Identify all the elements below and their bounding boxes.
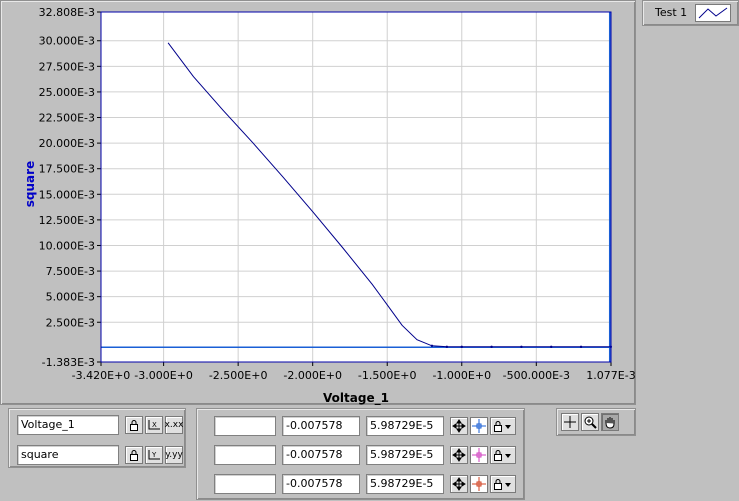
- x-tick-label: -1.000E+0: [432, 369, 491, 382]
- lock-icon[interactable]: [125, 446, 143, 464]
- move-cursor-icon[interactable]: [450, 446, 468, 464]
- y-tick-label: -1.383E-3: [42, 356, 95, 369]
- cursor-x-value[interactable]: -0.007578: [282, 445, 360, 465]
- y-scale-name[interactable]: square: [17, 445, 119, 465]
- x-format-button[interactable]: x.xx: [165, 416, 183, 434]
- x-tick-label: -3.420E+0: [72, 369, 131, 382]
- cursor-name-field[interactable]: [214, 445, 276, 465]
- y-format-button[interactable]: y.yy: [165, 446, 183, 464]
- y-tick-label: 32.808E-3: [39, 6, 95, 19]
- data-point: [490, 345, 493, 349]
- move-cursor-icon[interactable]: [450, 417, 468, 435]
- svg-text:X: X: [152, 421, 157, 429]
- cursor-x-value[interactable]: -0.007578: [282, 474, 360, 494]
- plot-area: [100, 11, 612, 363]
- crosshair-cursor-icon[interactable]: [561, 413, 579, 431]
- lock-icon: [494, 421, 511, 432]
- cursor-x-value[interactable]: -0.007578: [282, 416, 360, 436]
- hand-pan-icon[interactable]: [601, 413, 619, 431]
- x-tick-label: -1.500E+0: [358, 369, 417, 382]
- plot-legend[interactable]: Test 1: [642, 0, 739, 26]
- y-tick-label: 17.500E-3: [39, 163, 95, 176]
- y-tick-label: 25.000E-3: [39, 86, 95, 99]
- data-point: [445, 345, 449, 349]
- cursor-lock-menu[interactable]: [490, 446, 516, 464]
- x-axis-name: Voltage_1: [323, 391, 389, 405]
- cursor-y-value[interactable]: 5.98729E-5: [366, 416, 444, 436]
- cursor-y-value[interactable]: 5.98729E-5: [366, 445, 444, 465]
- y-tick-label: 22.500E-3: [39, 112, 95, 125]
- waveform-graph[interactable]: -1.383E-3 2.500E-3 5.000E-3 7.500E-3 10.000E…: [1, 1, 637, 406]
- autoscale-x-icon[interactable]: X: [145, 416, 163, 434]
- plot-border: [100, 11, 612, 363]
- line-plot-icon: [698, 7, 728, 19]
- y-tick-label: 2.500E-3: [46, 316, 95, 329]
- legend-label: Test 1: [655, 6, 688, 19]
- y-tick-label: 5.000E-3: [46, 291, 95, 304]
- lock-icon[interactable]: [125, 416, 143, 434]
- x-tick-label: -500.000E-3: [503, 369, 570, 382]
- cursor-name-field[interactable]: [214, 474, 276, 494]
- lock-icon: [494, 479, 511, 490]
- cursor-lock-menu[interactable]: [490, 475, 516, 493]
- y-tick-label: 12.500E-3: [39, 214, 95, 227]
- cursor-style-icon[interactable]: [470, 446, 488, 464]
- x-scale-name[interactable]: Voltage_1: [17, 415, 119, 435]
- move-cursor-icon[interactable]: [450, 475, 468, 493]
- y-tick-label: 7.500E-3: [46, 265, 95, 278]
- data-point: [460, 345, 463, 349]
- cursor-style-icon[interactable]: [470, 475, 488, 493]
- scale-legend: Voltage_1 X x.xx square Y y.yy: [8, 408, 186, 468]
- autoscale-y-icon[interactable]: Y: [145, 446, 163, 464]
- data-point: [550, 345, 553, 349]
- cursor-y-value[interactable]: 5.98729E-5: [366, 474, 444, 494]
- y-tick-label: 27.500E-3: [39, 60, 95, 73]
- cursor-lock-menu[interactable]: [490, 417, 516, 435]
- x-tick-label: 1.077E-3: [586, 369, 635, 382]
- y-tick-label: 30.000E-3: [39, 35, 95, 48]
- data-point: [520, 345, 523, 349]
- graph-palette: [556, 408, 636, 436]
- y-tick-label: 15.000E-3: [39, 188, 95, 201]
- x-tick-label: -2.000E+0: [283, 369, 342, 382]
- cursor-name-field[interactable]: [214, 416, 276, 436]
- x-tick-label: -2.500E+0: [209, 369, 268, 382]
- zoom-icon[interactable]: [581, 413, 599, 431]
- legend-plot-swatch[interactable]: [695, 4, 731, 22]
- lock-icon: [494, 450, 511, 461]
- y-tick-label: 10.000E-3: [39, 239, 95, 252]
- graph-panel: -1.383E-3 2.500E-3 5.000E-3 7.500E-3 10.000E…: [0, 0, 636, 405]
- data-point: [430, 344, 434, 347]
- data-point: [579, 345, 583, 349]
- svg-text:Y: Y: [151, 451, 157, 459]
- x-tick-label: -3.000E+0: [134, 369, 193, 382]
- cursor-legend: -0.007578 5.98729E-5 -0.007578 5.98729E-…: [196, 408, 525, 500]
- y-tick-label: 20.000E-3: [39, 137, 95, 150]
- cursor-style-icon[interactable]: [470, 417, 488, 435]
- y-axis-name: square: [23, 160, 37, 208]
